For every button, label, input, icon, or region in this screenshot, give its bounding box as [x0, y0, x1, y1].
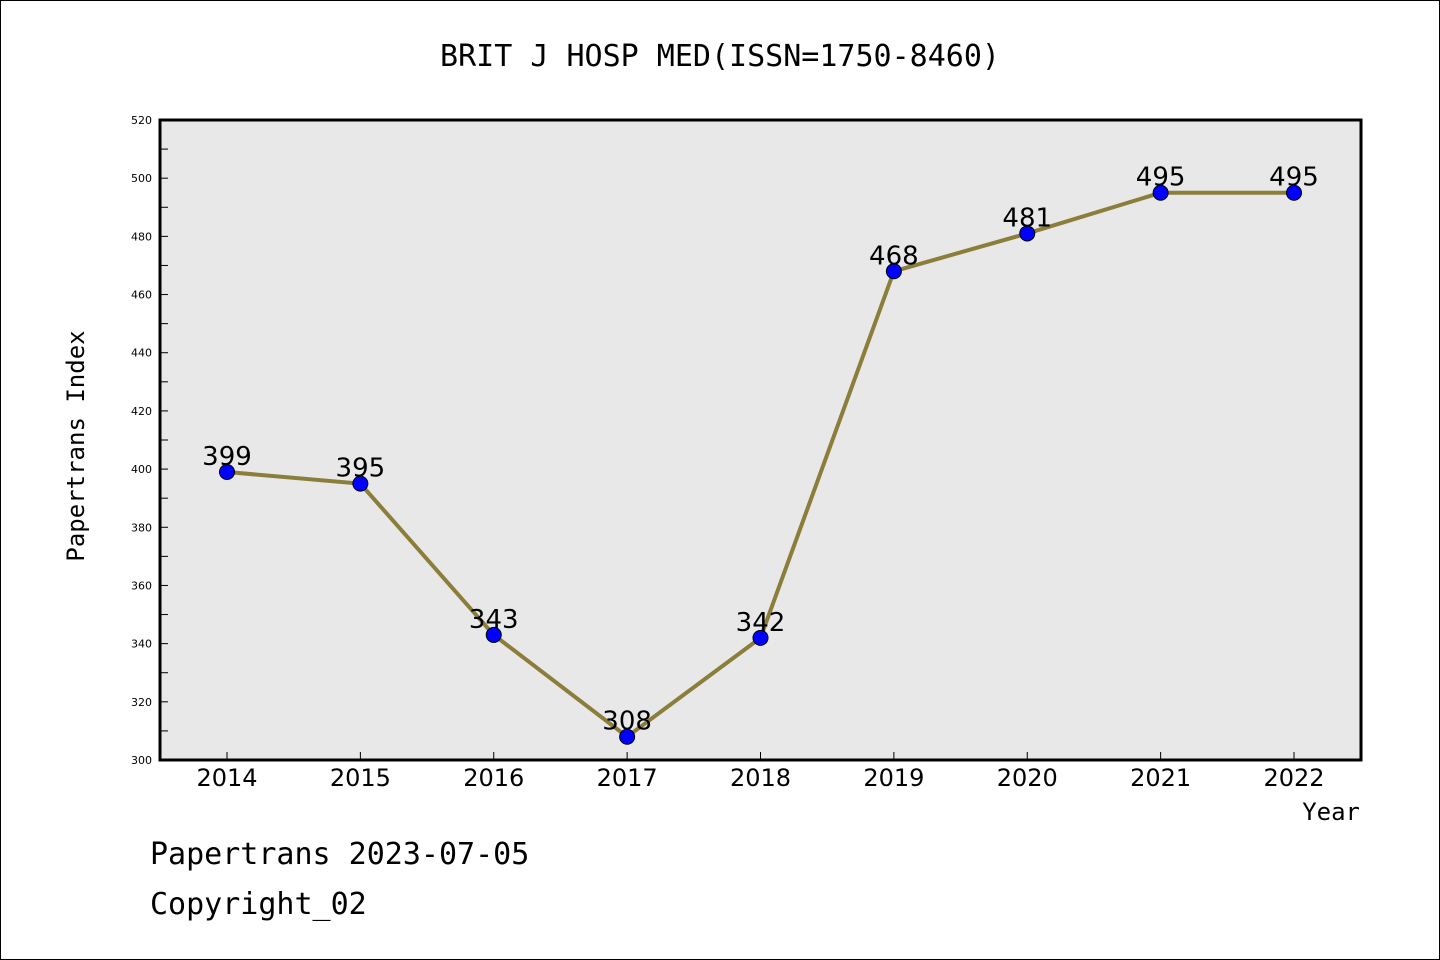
data-label: 395	[336, 454, 386, 484]
x-tick-label: 2014	[196, 764, 257, 792]
x-tick-label: 2021	[1130, 764, 1191, 792]
footer-copyright: Copyright_02	[150, 887, 367, 922]
data-point	[752, 629, 769, 646]
data-points	[219, 184, 1302, 745]
data-label: 308	[602, 707, 652, 737]
plot-area	[158, 118, 1363, 762]
data-point	[1019, 225, 1036, 242]
data-labels: 399 395 343 308 342 468 481 495 495	[202, 163, 1319, 737]
y-tick-label: 520	[131, 114, 152, 127]
y-tick-label: 440	[131, 347, 152, 360]
data-point	[352, 475, 369, 492]
data-point	[219, 464, 235, 480]
y-tick-label: 500	[131, 172, 152, 185]
x-tick-label: 2019	[863, 764, 924, 792]
data-label: 495	[1269, 163, 1319, 193]
x-tick-label: 2018	[730, 764, 791, 792]
y-tick-label: 300	[131, 754, 152, 767]
x-axis: 2014 2015 2016 2017 2018 2019 2020 2021 2022	[196, 752, 1325, 792]
data-label: 495	[1136, 163, 1186, 193]
data-label: 481	[1002, 203, 1052, 233]
chart-title: BRIT J HOSP MED(ISSN=1750-8460)	[440, 39, 1000, 74]
data-point	[485, 626, 502, 643]
y-tick-label: 400	[131, 463, 152, 476]
footer-date: Papertrans 2023-07-05	[150, 837, 529, 872]
y-tick-label: 360	[131, 579, 152, 592]
data-label: 343	[469, 605, 519, 635]
data-point	[619, 728, 636, 745]
data-label: 342	[736, 608, 786, 638]
x-tick-label: 2016	[463, 764, 524, 792]
data-point	[1286, 184, 1302, 201]
data-point	[1152, 184, 1169, 201]
y-axis: 300 320 340 360 380 400 420 440 460 480 500 520	[131, 114, 168, 767]
y-axis-label: Papertrans Index	[62, 330, 90, 561]
x-tick-label: 2017	[597, 764, 658, 792]
data-point	[885, 263, 902, 280]
y-tick-label: 380	[131, 521, 152, 534]
y-tick-label: 320	[131, 696, 152, 709]
x-tick-label: 2020	[997, 764, 1058, 792]
y-tick-label: 460	[131, 289, 152, 302]
x-tick-label: 2015	[330, 764, 391, 792]
y-tick-label: 340	[131, 638, 152, 651]
y-tick-label: 480	[131, 230, 152, 243]
x-tick-label: 2022	[1263, 764, 1324, 792]
x-axis-label: Year	[1302, 798, 1360, 826]
data-label: 399	[202, 442, 252, 472]
data-label: 468	[869, 241, 919, 271]
y-tick-label: 420	[131, 405, 152, 418]
